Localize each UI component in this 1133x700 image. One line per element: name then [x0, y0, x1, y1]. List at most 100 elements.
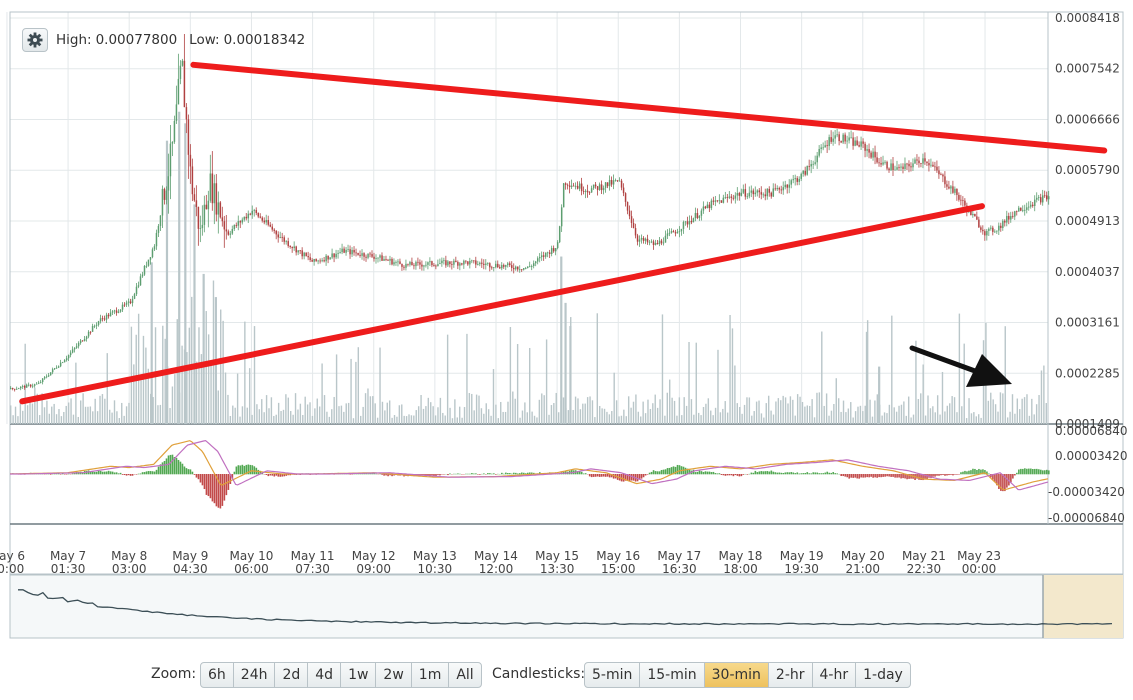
volume-bar — [659, 399, 661, 424]
macd-histogram-bar — [203, 474, 206, 490]
macd-histogram-bar — [640, 474, 643, 479]
macd-histogram-bar — [816, 472, 819, 475]
volume-bar — [548, 414, 550, 424]
candle-body — [678, 231, 681, 233]
candle-body — [650, 241, 653, 243]
macd-histogram-bar — [790, 472, 793, 475]
volume-bar — [287, 397, 290, 424]
candle-body — [890, 163, 892, 171]
candle-body — [898, 167, 900, 169]
candle-body — [257, 213, 260, 217]
candle-5min-button[interactable]: 5-min — [592, 667, 633, 683]
candle-body — [297, 250, 299, 253]
zoom-1w-button[interactable]: 1w — [340, 663, 375, 687]
macd-histogram-bar — [578, 471, 581, 475]
macd-histogram-bar — [527, 472, 529, 475]
volume-bar — [865, 331, 869, 424]
trendline-upper — [190, 61, 1108, 154]
macd-histogram-bar — [804, 472, 807, 475]
candle-body — [1044, 195, 1046, 197]
volume-bar — [403, 415, 405, 424]
candle-15min-button[interactable]: 15-min — [639, 663, 703, 687]
macd-histogram-bar — [938, 474, 940, 476]
volume-bar — [963, 343, 965, 424]
volume-bar — [1033, 414, 1035, 424]
macd-histogram-bar — [439, 474, 441, 476]
macd-histogram-bar — [854, 474, 856, 478]
candle-body — [636, 235, 639, 242]
candle-body — [451, 264, 453, 265]
volume-bar — [10, 405, 12, 424]
candle-body — [1032, 204, 1034, 207]
candle-body — [786, 184, 789, 188]
candle-body — [221, 217, 224, 222]
candle-2hr-button[interactable]: 2-hr — [767, 663, 812, 687]
candle-body — [670, 231, 673, 233]
macd-histogram-bar — [473, 473, 475, 475]
zoom-1m-button[interactable]: 1m — [410, 663, 449, 687]
volume-bar — [917, 399, 920, 424]
volume-bar — [949, 403, 951, 424]
candle-body — [608, 179, 611, 187]
macd-histogram-bar — [467, 473, 469, 475]
macd-histogram-bar — [1028, 468, 1030, 475]
macd-histogram-bar — [119, 472, 122, 475]
settings-button[interactable] — [22, 28, 48, 52]
volume-bar — [965, 418, 968, 424]
macd-histogram-bar — [596, 474, 599, 477]
volume-bar — [374, 403, 376, 424]
macd-histogram-bar — [992, 474, 994, 480]
macd-histogram-bar — [89, 471, 92, 475]
candle-body — [572, 185, 575, 187]
volume-bar — [1011, 394, 1014, 424]
volume-bar — [405, 416, 408, 424]
candle-body — [211, 173, 214, 204]
zoom-24h-button[interactable]: 24h — [232, 663, 275, 687]
candle-body — [838, 134, 840, 142]
price-tick-label: 0.0004913 — [1055, 214, 1120, 228]
macd-histogram-bar — [225, 474, 228, 496]
candle-body — [497, 263, 499, 268]
macd-histogram-bar — [832, 472, 835, 475]
candle-body — [672, 231, 675, 233]
volume-bar — [24, 343, 26, 424]
zoom-all-button[interactable]: All — [448, 663, 480, 687]
candle-body — [702, 206, 705, 211]
volume-bar — [275, 414, 277, 424]
volume-bar — [471, 393, 473, 424]
macd-histogram-bar — [672, 466, 675, 475]
candle-4hr-button[interactable]: 4-hr — [811, 663, 856, 687]
candle-body — [291, 247, 293, 249]
volume-bar — [19, 402, 22, 424]
candle-body — [774, 188, 777, 190]
volume-bar — [181, 345, 183, 424]
macd-histogram-bar — [638, 474, 641, 479]
macd-histogram-bar — [1012, 474, 1014, 479]
macd-histogram-bar — [822, 473, 825, 475]
candle-body — [147, 259, 150, 266]
zoom-2w-button[interactable]: 2w — [375, 663, 410, 687]
candle-30min-button[interactable]: 30-min — [703, 663, 768, 687]
candle-body — [493, 267, 495, 268]
candle-body — [177, 78, 180, 105]
macd-histogram-bar — [588, 474, 591, 477]
volume-bar — [294, 393, 297, 424]
candle-body — [858, 145, 860, 147]
x-tick-time: 19:30 — [784, 562, 819, 576]
volume-bar — [338, 406, 340, 424]
candle-body — [724, 197, 727, 198]
zoom-2d-button[interactable]: 2d — [274, 663, 307, 687]
macd-histogram-bar — [782, 472, 785, 475]
navigator[interactable] — [9, 574, 1124, 639]
low-label: Low: — [189, 32, 220, 48]
macd-histogram-bar — [642, 474, 645, 478]
candle-body — [700, 210, 703, 216]
zoom-4d-button[interactable]: 4d — [307, 663, 340, 687]
candle-1day-button[interactable]: 1-day — [855, 663, 910, 687]
high-label: High: — [56, 32, 92, 48]
candle-body — [900, 166, 902, 168]
candle-body — [578, 183, 581, 189]
macd-histogram-bar — [662, 469, 665, 475]
zoom-6h-button[interactable]: 6h — [208, 667, 226, 683]
